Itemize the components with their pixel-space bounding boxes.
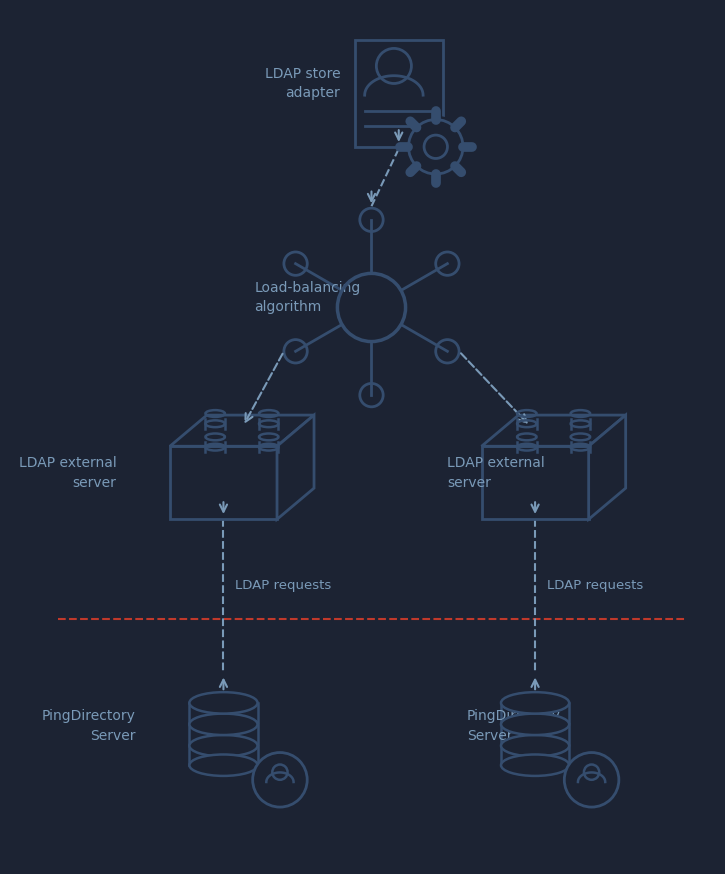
Ellipse shape (189, 754, 257, 776)
Polygon shape (501, 725, 569, 744)
Ellipse shape (501, 754, 569, 776)
Text: LDAP external
server: LDAP external server (447, 456, 545, 489)
Polygon shape (589, 415, 626, 519)
Polygon shape (481, 447, 589, 519)
Text: PingDirectory
Server: PingDirectory Server (42, 710, 136, 743)
Text: PingDirectory
Server: PingDirectory Server (467, 710, 561, 743)
Text: LDAP requests: LDAP requests (235, 579, 331, 592)
Polygon shape (481, 415, 626, 447)
Text: LDAP external
server: LDAP external server (19, 456, 116, 489)
Polygon shape (189, 746, 257, 766)
Ellipse shape (501, 713, 569, 735)
Text: LDAP requests: LDAP requests (547, 579, 643, 592)
Polygon shape (501, 703, 569, 722)
Polygon shape (170, 447, 277, 519)
Text: Load-balancing
algorithm: Load-balancing algorithm (254, 281, 361, 315)
Ellipse shape (189, 735, 257, 756)
Polygon shape (170, 415, 314, 447)
Ellipse shape (189, 713, 257, 735)
Circle shape (564, 753, 619, 807)
Circle shape (405, 115, 467, 178)
Polygon shape (501, 746, 569, 766)
Polygon shape (189, 703, 257, 722)
Ellipse shape (189, 692, 257, 713)
Polygon shape (189, 725, 257, 744)
Polygon shape (277, 415, 314, 519)
Circle shape (253, 753, 307, 807)
Ellipse shape (501, 735, 569, 756)
Ellipse shape (501, 692, 569, 713)
Text: LDAP store
adapter: LDAP store adapter (265, 66, 340, 101)
